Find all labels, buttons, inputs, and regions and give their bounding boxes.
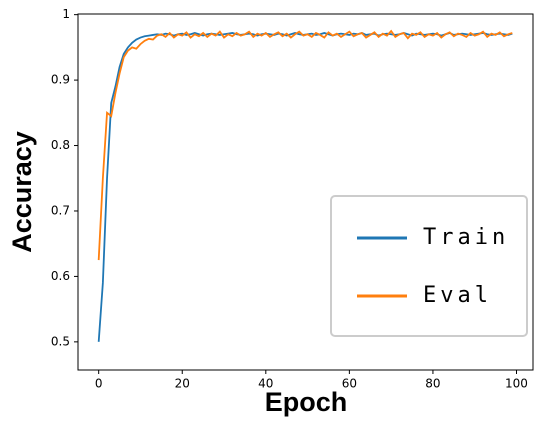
y-tick-label: 0.7 (51, 203, 70, 217)
legend-box (330, 195, 528, 337)
x-axis-label: Epoch (265, 387, 348, 417)
x-tick-label: 80 (425, 377, 440, 391)
x-tick-label: 100 (505, 377, 528, 391)
line-series (97, 29, 513, 261)
x-tick-label: 0 (95, 377, 103, 391)
y-tick-label: 0.6 (51, 269, 70, 283)
x-tick-label: 20 (175, 377, 190, 391)
y-tick-label: 1 (62, 7, 70, 21)
y-tick-label: 0.5 (51, 334, 70, 348)
y-tick-label: 0.8 (51, 138, 70, 152)
x-tick-label: 60 (342, 377, 357, 391)
x-tick-label: 40 (258, 377, 273, 391)
legend-label: Eval (423, 283, 492, 308)
plot-frame (77, 13, 534, 371)
y-axis-label: Accuracy (7, 131, 37, 253)
legend-label: Train (423, 225, 509, 250)
y-tick-label: 0.9 (51, 73, 70, 87)
